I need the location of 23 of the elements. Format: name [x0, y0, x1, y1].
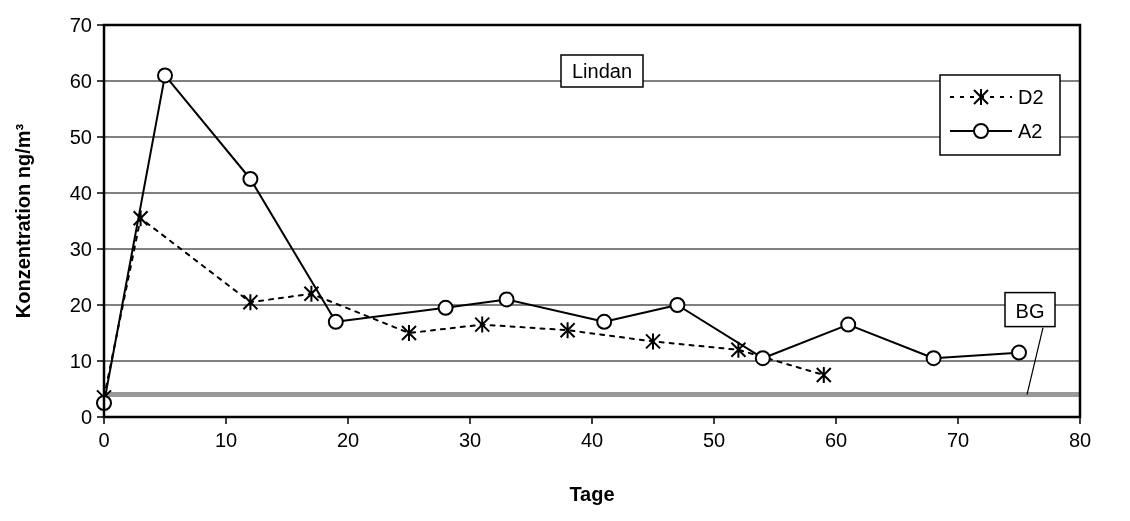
x-tick-label: 40: [580, 429, 604, 451]
x-tick-label: 10: [214, 429, 238, 451]
x-tick-label: 20: [336, 429, 360, 451]
ref-line-label: BG: [1015, 299, 1045, 322]
x-tick-label: 30: [458, 429, 482, 451]
annotation: Lindan: [571, 60, 633, 82]
x-tick-label: 50: [702, 429, 726, 451]
x-axis-title: Tage: [569, 483, 615, 505]
legend-label: D2: [1018, 86, 1044, 108]
x-tick-label: 80: [1068, 429, 1092, 451]
x-tick-label: 0: [98, 429, 110, 451]
y-tick-label: 10: [69, 350, 92, 372]
y-tick-label: 20: [69, 294, 92, 316]
y-tick-label: 70: [69, 14, 92, 36]
y-axis-title: Konzentration ng/m³: [12, 123, 34, 319]
y-tick-label: 50: [69, 126, 92, 148]
y-tick-label: 40: [69, 182, 92, 204]
y-tick-label: 30: [69, 238, 92, 260]
y-tick-label: 60: [69, 70, 92, 92]
x-tick-label: 60: [824, 429, 848, 451]
x-tick-label: 70: [946, 429, 970, 451]
y-tick-label: 0: [80, 406, 92, 428]
legend-label: A2: [1018, 120, 1043, 142]
